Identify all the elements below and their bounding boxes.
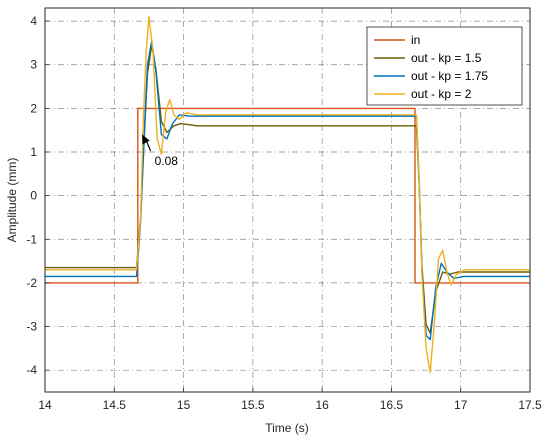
plot-frame (44, 7, 531, 393)
x-axis-label: Time (s) (265, 421, 309, 435)
x-tick-label: 14.5 (103, 398, 127, 412)
series-kp-2 (45, 16, 530, 374)
annotation-arrow-head (142, 134, 150, 145)
y-tick-label: 4 (30, 14, 37, 28)
y-tick-label: -3 (26, 320, 37, 334)
x-axis-ticks: 14 14.5 15 15.5 16 16.5 17 17.5 (38, 388, 542, 412)
legend-label-kp-1-75: out - kp = 1.75 (411, 69, 488, 83)
x-tick-label: 15 (177, 398, 191, 412)
x-tick-label: 14 (38, 398, 52, 412)
y-tick-label: -2 (26, 276, 37, 290)
x-tick-label: 15.5 (241, 398, 265, 412)
x-tick-label: 17.5 (518, 398, 542, 412)
y-tick-label: 3 (30, 58, 37, 72)
y-tick-label: -1 (26, 232, 37, 246)
series-in (45, 107, 530, 284)
legend-label-kp-2: out - kp = 2 (411, 87, 472, 101)
y-tick-label: 1 (30, 145, 37, 159)
legend-label-in: in (411, 33, 420, 47)
x-tick-label: 16 (315, 398, 329, 412)
y-tick-label: -4 (26, 363, 37, 377)
y-axis-label: Amplitude (mm) (5, 158, 19, 243)
x-tick-label: 17 (454, 398, 468, 412)
annotation: 0.08 (142, 134, 179, 168)
y-tick-label: 2 (30, 101, 37, 115)
series-lines (45, 16, 530, 374)
y-tick-label: 0 (30, 189, 37, 203)
annotation-label: 0.08 (155, 154, 179, 168)
legend-label-kp-1-5: out - kp = 1.5 (411, 51, 482, 65)
series-kp-1-75 (45, 40, 530, 341)
y-axis-ticks: 4 3 2 1 0 -1 -2 -3 -4 (26, 14, 49, 377)
x-tick-label: 16.5 (380, 398, 404, 412)
legend: in out - kp = 1.5 out - kp = 1.75 out - … (366, 26, 523, 106)
